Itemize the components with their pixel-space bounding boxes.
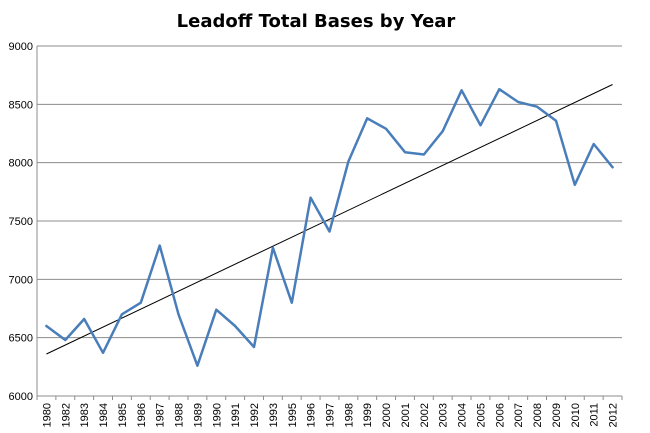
x-axis-tick-labels: 1980 1982 1983 1984 1985 1986 1987 1988 1989 1990…: [41, 403, 619, 427]
x-tick-label: 1988: [174, 403, 186, 427]
y-tick-label: 7500: [9, 216, 33, 228]
x-tick-label: 2001: [400, 403, 412, 427]
x-tick-label: 1992: [249, 403, 261, 427]
chart-title: Leadoff Total Bases by Year: [177, 11, 456, 32]
x-tick-label: 1989: [192, 403, 204, 427]
x-tick-label: 2007: [513, 403, 525, 427]
x-tick-label: 1982: [60, 403, 72, 427]
x-tick-label: 1980: [41, 403, 53, 427]
linear-trendline: [46, 84, 613, 355]
trendline: [46, 84, 613, 355]
x-tick-label: 2004: [457, 403, 469, 427]
y-tick-label: 9000: [9, 41, 33, 53]
x-tick-label: 2011: [589, 403, 601, 427]
series-line-0: [45, 87, 614, 367]
y-tick-label: 7000: [9, 274, 33, 286]
y-axis-tick-labels: 6000 6500 7000 7500 8000 8500 9000: [9, 41, 33, 403]
x-tick-label: 1998: [343, 403, 355, 427]
x-tick-label: 1991: [230, 403, 242, 427]
gridlines: [37, 45, 622, 339]
x-tick-label: 1983: [79, 403, 91, 427]
x-tick-label: 1990: [211, 403, 223, 427]
x-axis: [36, 46, 623, 400]
x-tick-label: 1999: [362, 403, 374, 427]
series-lines: [45, 87, 614, 367]
x-tick-label: 1987: [155, 403, 167, 427]
x-tick-label: 1996: [306, 403, 318, 427]
x-tick-label: 1984: [98, 403, 110, 427]
x-tick-label: 1993: [268, 403, 280, 427]
x-tick-label: 2010: [570, 403, 582, 427]
x-tick-label: 1995: [287, 403, 299, 427]
x-tick-label: 2006: [494, 403, 506, 427]
x-tick-label: 2002: [419, 403, 431, 427]
y-tick-label: 8000: [9, 158, 33, 170]
x-tick-label: 2009: [551, 403, 563, 427]
x-tick-label: 1997: [325, 403, 337, 427]
x-tick-label: 2000: [381, 403, 393, 427]
y-tick-label: 6000: [9, 391, 33, 403]
x-tick-label: 2005: [475, 403, 487, 427]
y-tick-label: 6500: [9, 333, 33, 345]
x-tick-label: 1985: [117, 403, 129, 427]
x-tick-label: 2012: [608, 403, 620, 427]
x-tick-label: 1986: [136, 403, 148, 427]
y-tick-label: 8500: [9, 99, 33, 111]
x-tick-label: 2003: [438, 403, 450, 427]
x-tick-label: 2008: [532, 403, 544, 427]
